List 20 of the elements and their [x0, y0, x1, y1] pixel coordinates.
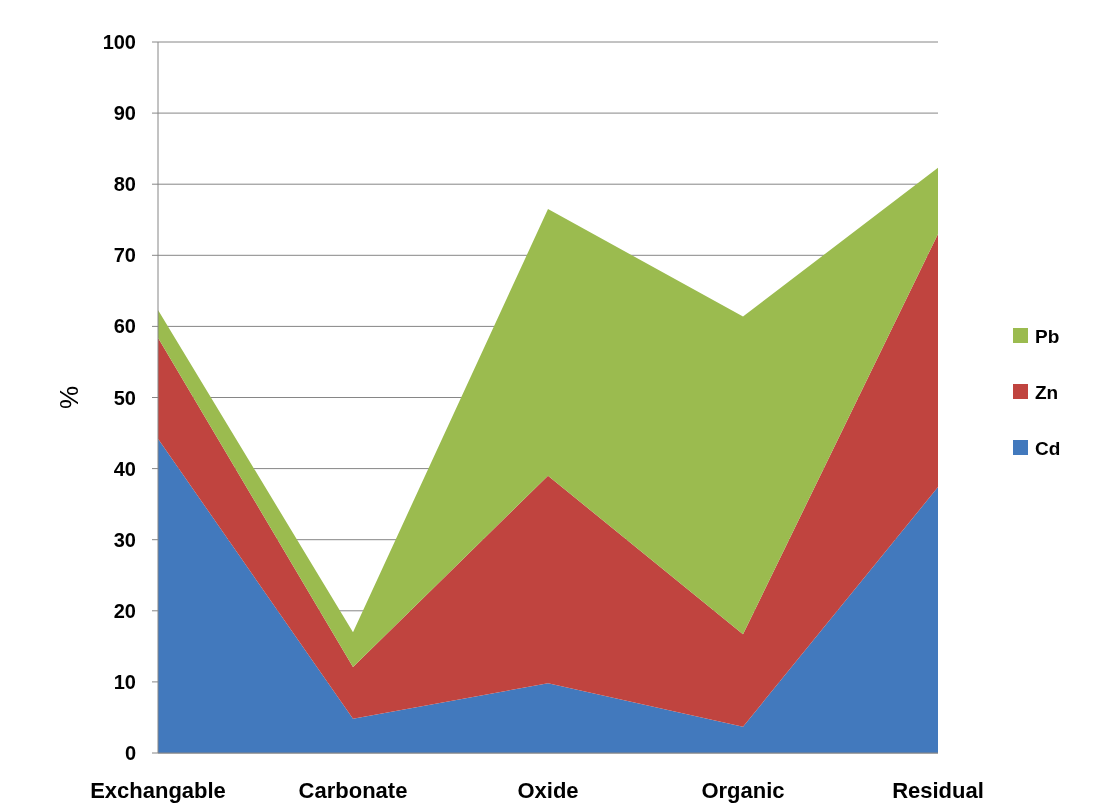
- y-axis-title: %: [54, 385, 84, 410]
- y-tick-label: 60: [113, 315, 136, 338]
- y-tick-label: 0: [124, 742, 136, 764]
- y-tick-label: 20: [113, 599, 136, 622]
- y-tick-label: 100: [102, 31, 136, 53]
- x-tick-label: Organic: [701, 778, 785, 803]
- x-tick-label: Carbonate: [298, 778, 408, 803]
- y-tick-label: 30: [113, 528, 136, 551]
- x-tick-label: Oxide: [517, 778, 579, 803]
- y-tick-label: 80: [113, 173, 136, 196]
- legend-label: Zn: [1035, 381, 1059, 403]
- legend-label: Pb: [1035, 325, 1060, 347]
- y-tick-label: 10: [113, 670, 136, 693]
- y-tick-label: 50: [113, 386, 136, 409]
- x-tick-label: Residual: [892, 778, 984, 803]
- legend-label: Cd: [1035, 437, 1061, 459]
- y-tick-label: 40: [113, 457, 136, 480]
- x-tick-label: Exchangable: [90, 778, 226, 803]
- y-tick-label: 70: [113, 244, 136, 267]
- y-tick-label: 90: [113, 102, 136, 125]
